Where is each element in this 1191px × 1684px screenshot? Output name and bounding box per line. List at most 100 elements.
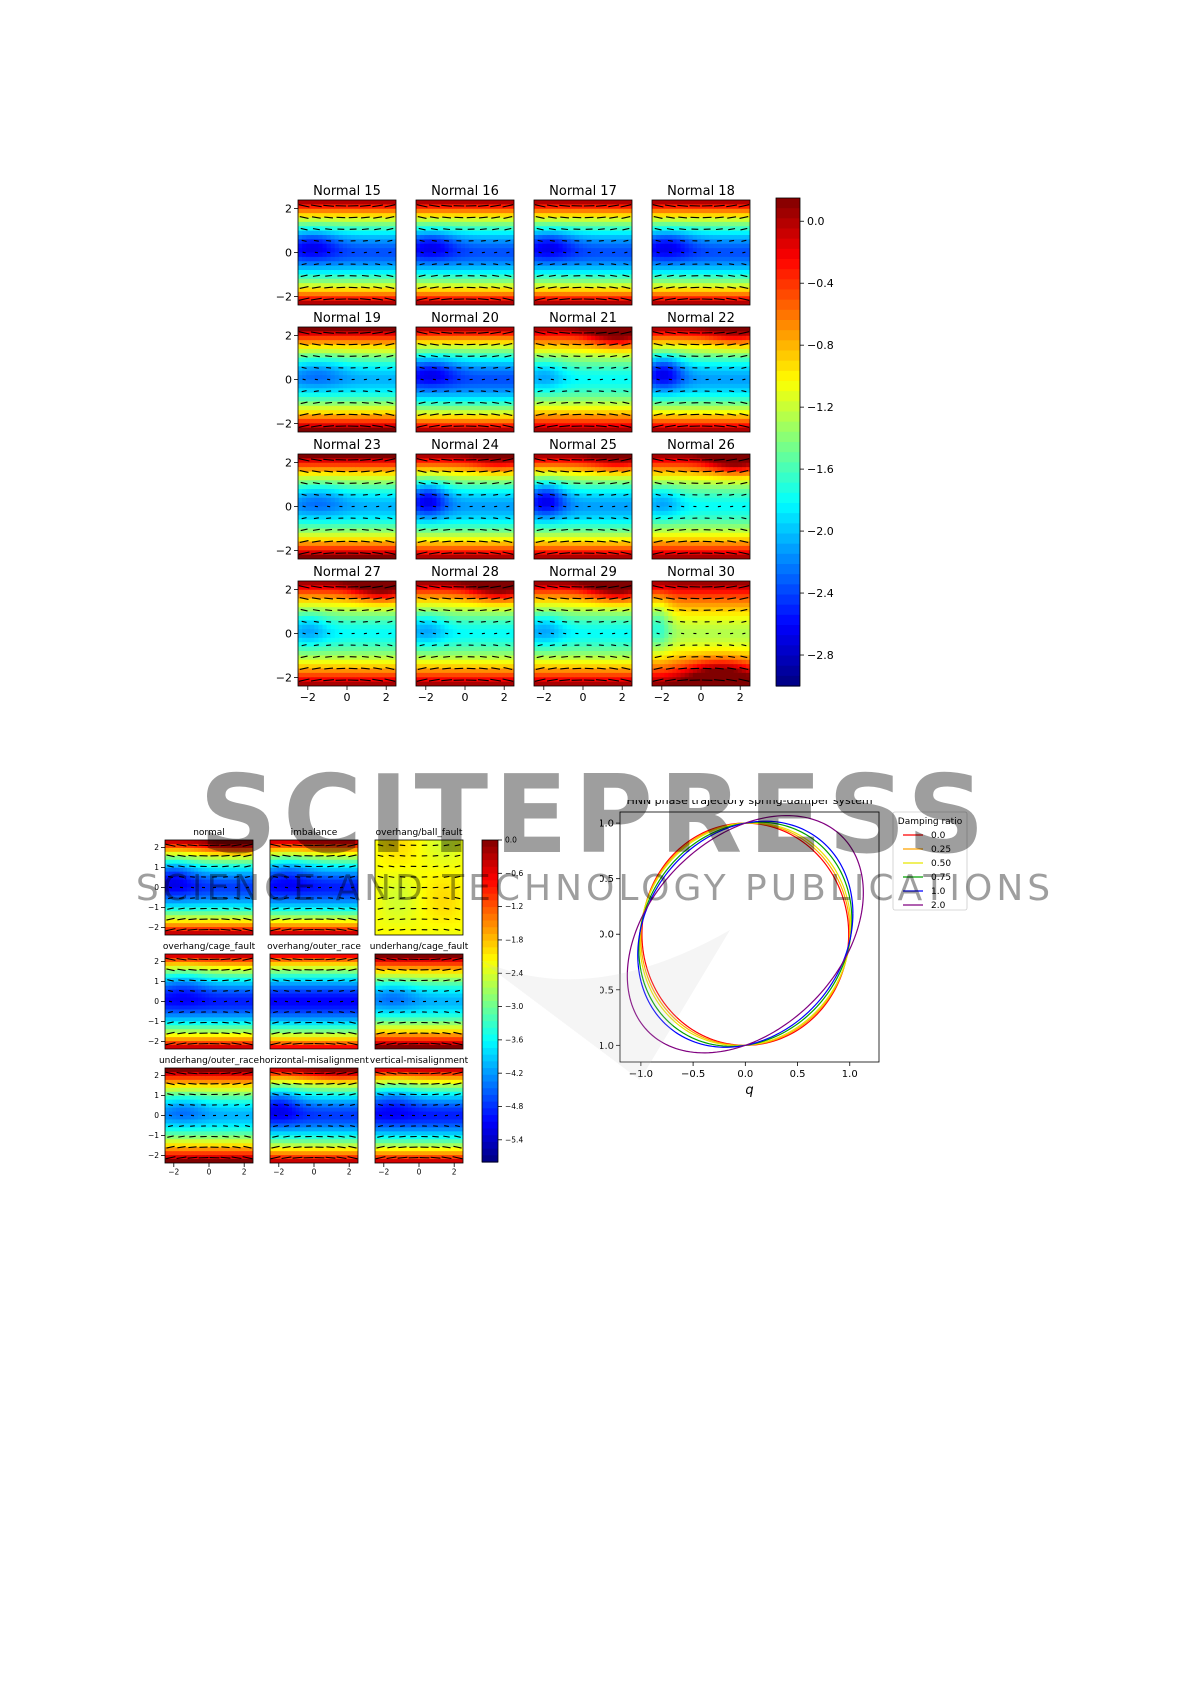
quiver-arrow (431, 620, 437, 623)
y-tick-label: −1 (148, 1017, 159, 1026)
quiver-arrow (505, 366, 511, 369)
quiver-arrow (609, 216, 619, 219)
quiver-arrow (678, 470, 688, 473)
chart-title: HNN phase trajectory spring-damper syste… (626, 800, 872, 807)
quiver-arrow (179, 1125, 184, 1127)
quiver-arrow (431, 1146, 440, 1149)
contour-panel (297, 199, 397, 306)
quiver-arrow (339, 1011, 344, 1013)
quiver-arrow (388, 854, 395, 857)
quiver-arrow (622, 481, 630, 485)
quiver-arrow (311, 343, 321, 346)
quiver-arrow (386, 354, 394, 358)
quiver-arrow (727, 286, 737, 289)
quiver-arrow (298, 297, 310, 301)
quiver-arrow (176, 928, 187, 932)
panel-title: Normal 30 (667, 565, 735, 580)
quiver-arrow (453, 968, 462, 972)
quiver-arrow (231, 928, 242, 932)
contour-cells (534, 200, 632, 305)
colorbar-tick-label: −4.8 (505, 1102, 523, 1111)
quiver-arrow (388, 632, 392, 635)
quiver-arrow (444, 1104, 449, 1106)
y-tick-label: 2 (285, 583, 292, 596)
quiver-arrow (284, 990, 289, 992)
quiver-arrow (534, 424, 546, 428)
quiver-arrow (417, 343, 427, 346)
quiver-arrows (652, 331, 750, 428)
quiver-arrow (299, 470, 309, 473)
quiver-arrow (179, 876, 184, 878)
quiver-arrow (377, 979, 384, 982)
quiver-arrow (479, 401, 487, 404)
quiver-arrow (273, 897, 278, 900)
quiver-arrow (233, 865, 240, 868)
quiver-arrow (360, 286, 370, 289)
quiver-arrow (492, 401, 500, 404)
quiver-arrow (504, 274, 512, 278)
quiver-arrow (244, 1093, 251, 1096)
quiver-arrow (386, 1156, 397, 1160)
quiver-arrow (188, 968, 197, 971)
quiver-arrow (374, 482, 382, 485)
quiver-arrow (623, 239, 629, 242)
x-tick-label: −2 (654, 691, 670, 704)
quiver-arrow (608, 458, 620, 462)
quiver-arrow (740, 481, 748, 485)
quiver-arrow (312, 274, 320, 277)
contour-cells (652, 327, 750, 432)
quiver-arrow (534, 204, 546, 208)
quiver-arrow (271, 968, 280, 972)
quiver-arrow (168, 1011, 173, 1014)
quiver-arrow (399, 907, 406, 910)
quiver-arrow (443, 1093, 450, 1096)
quiver-arrow (666, 528, 674, 531)
contour-panel (533, 199, 633, 306)
colorbar-tick-label: −0.6 (505, 869, 523, 878)
quiver-arrow (360, 331, 371, 334)
quiver-arrow (336, 957, 347, 961)
quiver-arrow (536, 528, 544, 532)
quiver-arrow (738, 458, 750, 462)
quiver-arrow (610, 482, 618, 485)
quiver-arrow (478, 470, 488, 473)
quiver-arrow (623, 263, 629, 266)
quiver-arrow (243, 1145, 252, 1149)
y-tick-label: −2 (276, 417, 292, 430)
quiver-arrow (398, 1032, 407, 1035)
quiver-arrow (419, 493, 425, 496)
quiver-arrow (547, 597, 557, 600)
quiver-arrow (534, 551, 546, 555)
quiver-arrow (611, 366, 617, 369)
quiver-arrow (377, 918, 384, 921)
quiver-arrow (388, 979, 395, 982)
quiver-arrow (714, 204, 725, 207)
quiver-arrow (418, 481, 426, 485)
quiver-arrow (428, 551, 440, 555)
quiver-arrow (373, 286, 383, 289)
x-tick-label: 0 (312, 1168, 317, 1177)
quiver-arrow (621, 470, 631, 473)
quiver-arrow (444, 1011, 449, 1013)
quiver-arrow (493, 366, 499, 369)
quiver-arrow (715, 609, 723, 612)
quiver-arrow (373, 343, 383, 346)
quiver-arrow (242, 957, 253, 961)
quiver-arrow (399, 886, 406, 889)
quiver-arrow (385, 667, 395, 670)
quiver-arrow (597, 655, 605, 658)
quiver-arrow (432, 886, 439, 889)
quiver-arrow (620, 551, 632, 555)
quiver-arrow (490, 204, 502, 208)
quiver-arrow (300, 274, 308, 278)
quiver-arrow (299, 540, 309, 543)
quiver-arrow (441, 331, 452, 334)
quiver-arrow (478, 585, 489, 588)
quiver-arrow (678, 597, 688, 600)
quiver-arrow (348, 917, 357, 921)
quiver-arrow (656, 505, 660, 508)
quiver-arrow (537, 644, 543, 647)
y-tick-label: 0.5 (600, 874, 614, 885)
quiver-arrow (728, 401, 736, 404)
contour-cells (298, 200, 396, 305)
